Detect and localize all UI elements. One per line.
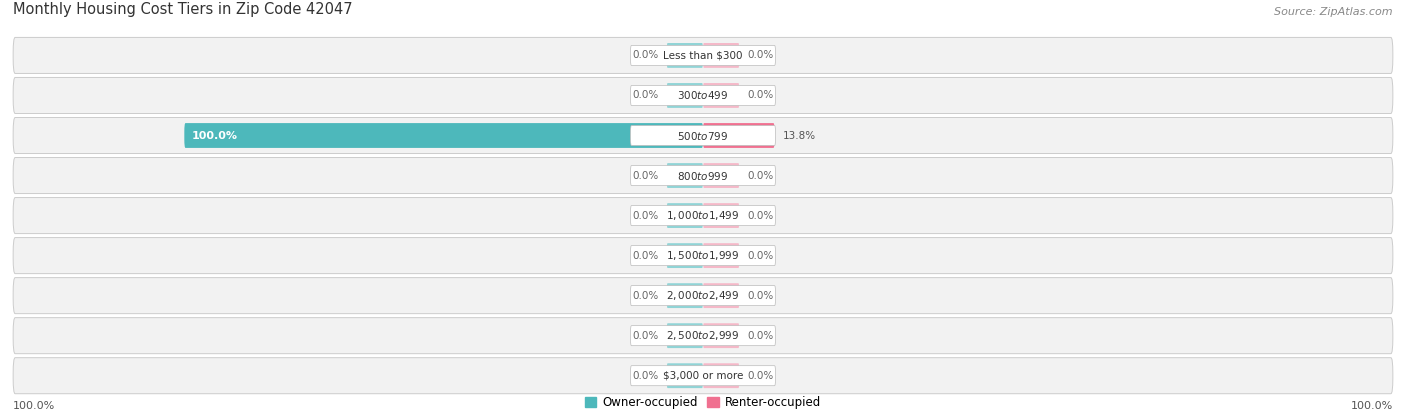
FancyBboxPatch shape xyxy=(666,283,703,308)
FancyBboxPatch shape xyxy=(13,158,1393,193)
Text: 0.0%: 0.0% xyxy=(747,290,773,300)
Text: $3,000 or more: $3,000 or more xyxy=(662,371,744,381)
Text: 0.0%: 0.0% xyxy=(633,290,659,300)
Text: 0.0%: 0.0% xyxy=(633,210,659,220)
FancyBboxPatch shape xyxy=(630,125,776,146)
Text: $2,000 to $2,499: $2,000 to $2,499 xyxy=(666,289,740,302)
FancyBboxPatch shape xyxy=(13,78,1393,113)
FancyBboxPatch shape xyxy=(630,326,776,346)
FancyBboxPatch shape xyxy=(703,283,740,308)
Text: 0.0%: 0.0% xyxy=(633,251,659,261)
FancyBboxPatch shape xyxy=(13,358,1393,394)
Text: $800 to $999: $800 to $999 xyxy=(678,170,728,181)
FancyBboxPatch shape xyxy=(13,278,1393,314)
Text: 0.0%: 0.0% xyxy=(747,210,773,220)
Text: $2,500 to $2,999: $2,500 to $2,999 xyxy=(666,329,740,342)
FancyBboxPatch shape xyxy=(666,163,703,188)
FancyBboxPatch shape xyxy=(666,203,703,228)
FancyBboxPatch shape xyxy=(630,366,776,386)
FancyBboxPatch shape xyxy=(13,317,1393,354)
FancyBboxPatch shape xyxy=(703,83,740,108)
FancyBboxPatch shape xyxy=(13,198,1393,234)
Text: 0.0%: 0.0% xyxy=(747,90,773,100)
Text: $1,500 to $1,999: $1,500 to $1,999 xyxy=(666,249,740,262)
Text: 0.0%: 0.0% xyxy=(633,51,659,61)
Text: 0.0%: 0.0% xyxy=(747,251,773,261)
Text: 0.0%: 0.0% xyxy=(747,51,773,61)
FancyBboxPatch shape xyxy=(13,37,1393,73)
Text: 100.0%: 100.0% xyxy=(193,130,238,141)
FancyBboxPatch shape xyxy=(630,85,776,105)
FancyBboxPatch shape xyxy=(703,363,740,388)
Legend: Owner-occupied, Renter-occupied: Owner-occupied, Renter-occupied xyxy=(579,391,827,414)
FancyBboxPatch shape xyxy=(630,286,776,305)
Text: 0.0%: 0.0% xyxy=(633,90,659,100)
FancyBboxPatch shape xyxy=(630,45,776,66)
Text: 13.8%: 13.8% xyxy=(782,130,815,141)
FancyBboxPatch shape xyxy=(666,243,703,268)
FancyBboxPatch shape xyxy=(703,323,740,348)
FancyBboxPatch shape xyxy=(666,363,703,388)
Text: 0.0%: 0.0% xyxy=(633,331,659,341)
Text: Less than $300: Less than $300 xyxy=(664,51,742,61)
FancyBboxPatch shape xyxy=(630,166,776,186)
FancyBboxPatch shape xyxy=(184,123,703,148)
Text: 0.0%: 0.0% xyxy=(747,371,773,381)
Text: $1,000 to $1,499: $1,000 to $1,499 xyxy=(666,209,740,222)
FancyBboxPatch shape xyxy=(666,83,703,108)
FancyBboxPatch shape xyxy=(13,238,1393,273)
Text: 100.0%: 100.0% xyxy=(1351,401,1393,411)
FancyBboxPatch shape xyxy=(630,246,776,266)
FancyBboxPatch shape xyxy=(630,205,776,226)
FancyBboxPatch shape xyxy=(13,117,1393,154)
FancyBboxPatch shape xyxy=(703,163,740,188)
FancyBboxPatch shape xyxy=(703,203,740,228)
Text: $500 to $799: $500 to $799 xyxy=(678,129,728,142)
Text: 100.0%: 100.0% xyxy=(13,401,55,411)
Text: Monthly Housing Cost Tiers in Zip Code 42047: Monthly Housing Cost Tiers in Zip Code 4… xyxy=(13,2,353,17)
FancyBboxPatch shape xyxy=(703,123,775,148)
Text: 0.0%: 0.0% xyxy=(633,171,659,181)
Text: 0.0%: 0.0% xyxy=(747,171,773,181)
FancyBboxPatch shape xyxy=(666,43,703,68)
FancyBboxPatch shape xyxy=(666,323,703,348)
Text: $300 to $499: $300 to $499 xyxy=(678,90,728,102)
FancyBboxPatch shape xyxy=(703,243,740,268)
FancyBboxPatch shape xyxy=(703,43,740,68)
Text: 0.0%: 0.0% xyxy=(633,371,659,381)
Text: 0.0%: 0.0% xyxy=(747,331,773,341)
Text: Source: ZipAtlas.com: Source: ZipAtlas.com xyxy=(1274,7,1393,17)
